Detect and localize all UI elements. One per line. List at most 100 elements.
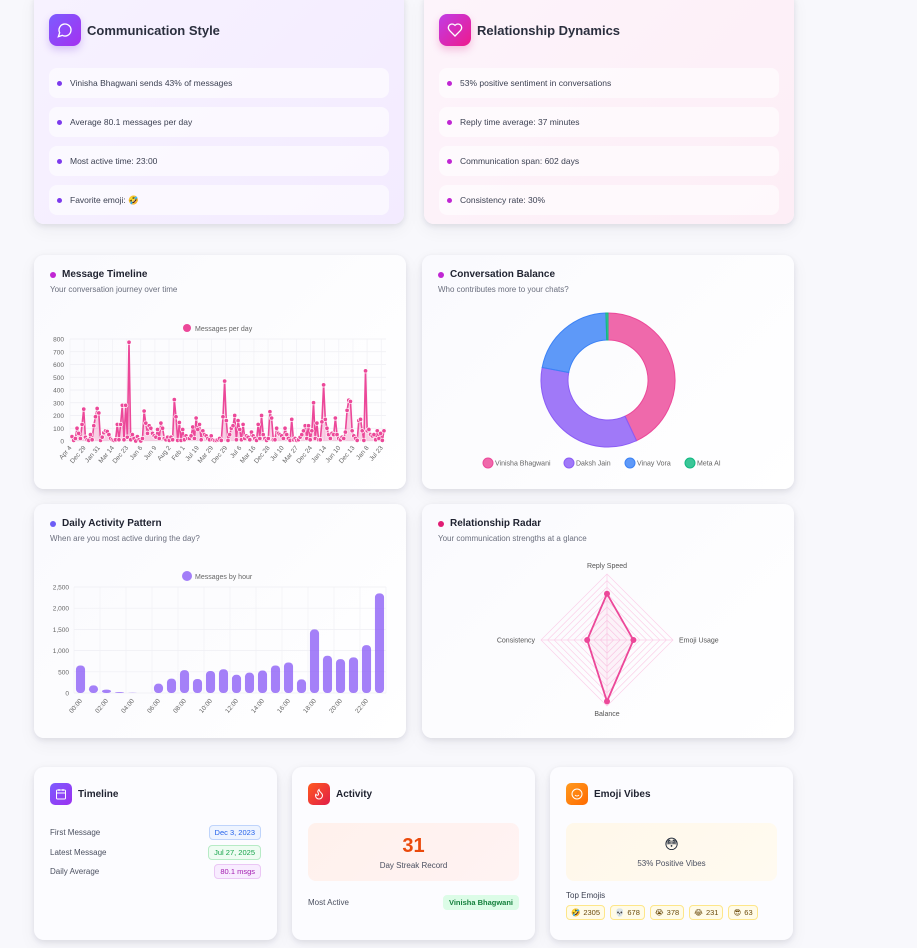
row-label: First Message (50, 828, 101, 838)
insight-text: Vinisha Bhagwani sends 43% of messages (70, 78, 233, 88)
conversation-balance-chart: Vinisha Bhagwani Daksh Jain Vinay Vora Meta… (482, 312, 721, 469)
data-point (139, 435, 146, 442)
data-point (225, 437, 231, 443)
data-point (322, 416, 328, 422)
x-tick-label: Dec 29 (211, 445, 230, 466)
radar-axis-label: Balance (594, 711, 619, 718)
y-tick-label: 1,500 (53, 627, 70, 634)
y-tick-label: 300 (53, 400, 64, 407)
legend-label: Meta AI (697, 461, 721, 468)
bar (179, 670, 190, 693)
x-tick-label: Jul 23 (368, 445, 385, 463)
x-tick-label: 22:00 (354, 698, 370, 715)
row-label: Latest Message (50, 847, 107, 857)
data-point (121, 437, 127, 443)
bullet-dot (57, 197, 62, 203)
title-dot (50, 271, 56, 278)
daily-average-badge: 80.1 msgs (214, 864, 261, 880)
daily-activity-subtitle: When are you most active during the day? (50, 534, 200, 543)
relationship-radar-card: Reply Speed Emoji Usage Balance Consistency… (422, 504, 794, 738)
conversation-balance-card: Vinisha Bhagwani Daksh Jain Vinay Vora Meta… (422, 255, 794, 489)
data-point (160, 425, 166, 431)
data-point (362, 368, 369, 374)
data-point (92, 414, 99, 420)
data-point (87, 432, 94, 438)
data-point (237, 426, 243, 433)
title-dot (438, 520, 444, 527)
data-point (218, 437, 224, 443)
bar (309, 629, 320, 693)
bullet-dot (447, 197, 452, 203)
data-point (317, 437, 323, 443)
emoji-glyph: 😎 (733, 908, 742, 917)
data-point (347, 398, 354, 405)
data-point (188, 433, 194, 439)
data-point (222, 378, 228, 384)
data-point (240, 421, 246, 427)
data-point (72, 435, 78, 442)
data-point (74, 425, 80, 431)
legend-swatch (624, 457, 636, 469)
data-point (143, 420, 149, 426)
vibes-box: 😳 53% Positive Vibes (566, 823, 777, 881)
streak-label: Day Streak Record (379, 860, 448, 870)
data-point (267, 409, 273, 415)
relationship-radar-title: Relationship Radar (450, 518, 542, 529)
data-point (123, 402, 129, 408)
x-tick-label: Dec 28 (253, 445, 272, 466)
data-point (195, 426, 201, 433)
emoji-count: 378 (666, 908, 680, 917)
flame-icon (308, 783, 330, 805)
legend-label: Messages by hour (195, 574, 253, 581)
timeline-card: Timeline First Message Dec 3, 2023 Latest… (34, 767, 277, 940)
donut-slice (605, 312, 609, 341)
data-point (272, 437, 278, 443)
data-point (341, 435, 347, 442)
data-point (366, 426, 372, 433)
emoji-chip: 😎 63 (728, 905, 758, 920)
data-point (361, 437, 367, 443)
title-dot (438, 271, 444, 278)
data-point (96, 410, 102, 416)
bar (231, 674, 242, 693)
y-tick-label: 0 (60, 439, 64, 446)
donut-slice (540, 366, 638, 448)
bar (88, 685, 99, 693)
y-tick-label: 500 (53, 375, 64, 382)
data-point (171, 397, 177, 403)
activity-card-title: Activity (336, 788, 373, 800)
y-tick-label: 400 (53, 388, 64, 395)
x-tick-label: Dec 13 (338, 445, 357, 466)
insight-text: 53% positive sentiment in conversations (460, 78, 612, 88)
bar (244, 672, 255, 693)
data-point (196, 421, 203, 427)
bar (75, 665, 86, 693)
message-timeline-chart: Messages per day 0 100 200 300 400 500 600 700 80… (53, 324, 387, 466)
emoji-chip: 😭 378 (649, 905, 685, 920)
legend-label: Vinisha Bhagwani (495, 461, 551, 468)
relationship-dynamics-list: 53% positive sentiment in conversations … (439, 68, 779, 215)
insight-text: Communication span: 602 days (460, 156, 580, 166)
y-tick-label: 800 (53, 337, 64, 344)
data-point (81, 406, 87, 412)
legend-swatch (684, 457, 696, 469)
bar (348, 657, 359, 693)
data-point (190, 424, 196, 430)
relationship-dynamics-card: Relationship Dynamics 53% positive senti… (424, 0, 794, 224)
legend-label: Messages per day (195, 326, 253, 333)
bullet-dot (447, 119, 452, 125)
data-point (332, 415, 338, 421)
data-point (118, 421, 124, 427)
bullet-dot (57, 158, 62, 164)
data-point (344, 407, 350, 413)
latest-message-badge: Jul 27, 2025 (208, 844, 261, 860)
daily-average-row: Daily Average 80.1 msgs (50, 862, 261, 882)
legend-label: Vinay Vora (637, 461, 671, 468)
insight-text: Favorite emoji: 🤣 (70, 194, 139, 205)
timeline-card-title: Timeline (78, 788, 119, 800)
data-point (77, 435, 83, 442)
bullet-dot (57, 119, 62, 125)
insight-item: Reply time average: 37 minutes (439, 107, 779, 137)
x-tick-label: 18:00 (302, 698, 318, 715)
data-point (289, 416, 295, 422)
